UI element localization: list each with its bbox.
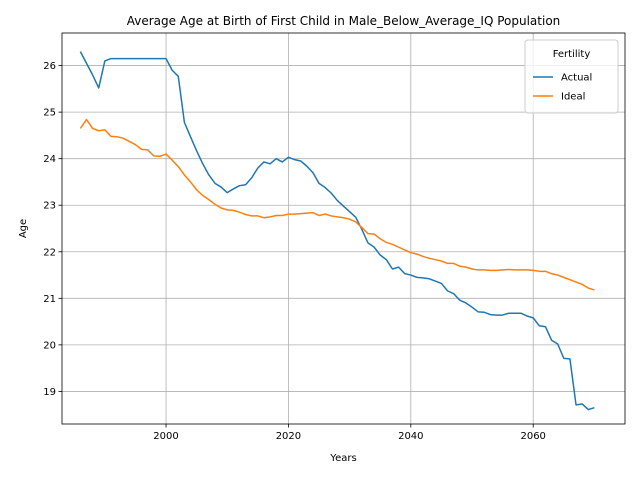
y-tick-label: 23 (43, 201, 56, 212)
series-line-ideal (79, 118, 595, 291)
y-tick-label: 22 (43, 247, 56, 258)
x-axis-label: Years (329, 453, 356, 464)
legend: Fertility Actual Ideal (524, 39, 619, 114)
x-tick-label: 2000 (153, 431, 178, 442)
legend-label-actual: Actual (561, 73, 592, 84)
legend-title: Fertility (553, 49, 591, 60)
y-tick-label: 21 (43, 294, 56, 305)
y-axis-label: Age (18, 219, 29, 238)
series-line-actual (79, 51, 595, 411)
series-lines (79, 51, 595, 411)
x-tick-label: 2020 (276, 431, 301, 442)
x-tick-label: 2060 (520, 431, 545, 442)
axis-ticks: 2000 2020 2040 2060 19 20 21 22 23 24 25 26 (43, 61, 546, 442)
y-tick-label: 24 (43, 154, 56, 165)
y-tick-label: 20 (43, 340, 56, 351)
chart-title: Average Age at Birth of First Child in M… (127, 14, 561, 28)
y-tick-label: 19 (43, 387, 56, 398)
legend-box (524, 39, 619, 114)
legend-entries: Actual Ideal (533, 73, 592, 103)
legend-label-ideal: Ideal (561, 92, 585, 103)
y-tick-label: 25 (43, 108, 56, 119)
plot-frame (61, 32, 626, 425)
x-tick-label: 2040 (398, 431, 423, 442)
y-tick-label: 26 (43, 61, 56, 72)
